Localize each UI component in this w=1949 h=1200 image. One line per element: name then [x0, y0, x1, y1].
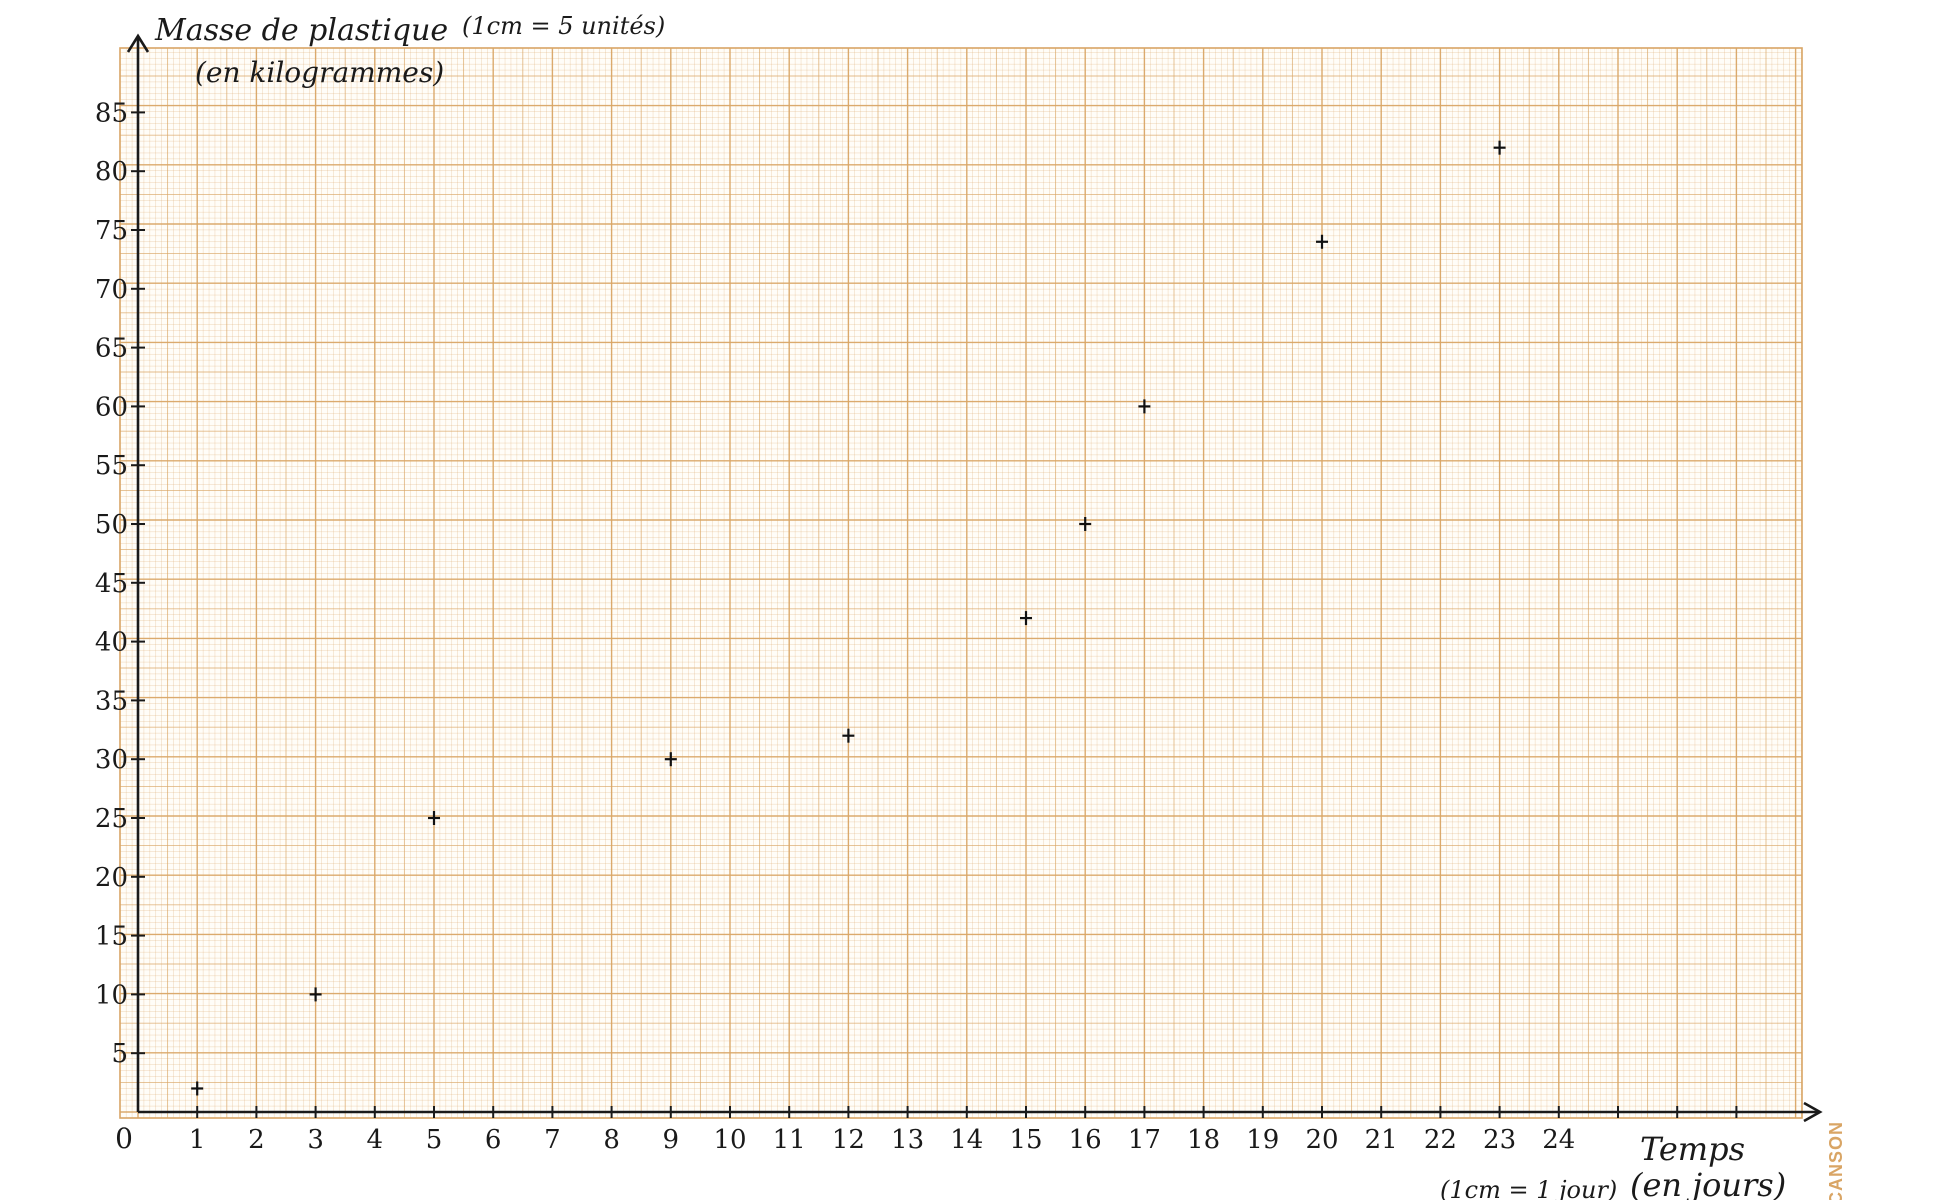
x-tick-label: 10: [713, 1125, 746, 1155]
x-axis-arrow: [1803, 1101, 1823, 1123]
y-tick-label: 10: [95, 980, 128, 1010]
x-tick-label: 14: [950, 1125, 983, 1155]
y-tick-label: 80: [95, 157, 128, 187]
x-axis-scale-note: (1cm = 1 jour): [1440, 1176, 1617, 1200]
y-tick-label: 70: [95, 275, 128, 305]
paper-brand-logo: CANSON: [1826, 1121, 1846, 1200]
x-tick-label: 9: [663, 1125, 680, 1155]
y-axis-title-line2: (en kilogrammes): [195, 56, 444, 89]
data-point: [1079, 517, 1092, 531]
graph-paper-border: [119, 47, 1803, 1119]
y-tick-label: 15: [95, 922, 128, 952]
x-axis-title: Temps: [1640, 1130, 1745, 1168]
x-tick-label: 23: [1483, 1125, 1516, 1155]
x-tick-label: 6: [485, 1125, 502, 1155]
data-point: [309, 987, 322, 1002]
graph-paper-grid: [119, 47, 1803, 1119]
x-tick-label: 18: [1187, 1125, 1220, 1155]
y-tick-label: 85: [95, 98, 128, 128]
x-tick-label: 24: [1542, 1125, 1575, 1155]
x-tick-label: 22: [1424, 1125, 1457, 1155]
x-tick-label: 1: [189, 1125, 206, 1155]
x-tick-label: 2: [248, 1125, 265, 1155]
y-tick-label: 55: [95, 451, 128, 481]
data-points: [191, 140, 1506, 1096]
data-point: [842, 728, 855, 743]
axes: [126, 33, 1823, 1123]
y-tick-label: 45: [95, 569, 128, 599]
x-tick-label: 12: [832, 1125, 865, 1155]
x-tick-label: 21: [1365, 1125, 1398, 1155]
tick-labels: 1 2 3 4 5 6 7 8 9 10 11 12 13 14 15 16 17 18 19 20 21 22 23 245…: [95, 98, 1738, 1155]
data-point: [1493, 140, 1506, 155]
x-tick-label: 17: [1128, 1125, 1161, 1155]
data-point: [191, 1081, 204, 1096]
y-tick-label: 40: [95, 628, 128, 658]
data-point: [1316, 234, 1328, 249]
y-tick-label: 60: [95, 392, 128, 422]
x-tick-label: 7: [544, 1125, 561, 1155]
y-axis-title-line1: Masse de plastique: [154, 13, 448, 48]
y-tick-label: 25: [95, 804, 128, 834]
data-point: [1138, 399, 1151, 414]
x-tick-label: 20: [1305, 1125, 1338, 1155]
data-point: [664, 752, 677, 767]
y-tick-label: 30: [95, 745, 128, 775]
data-point: [428, 811, 440, 825]
origin-label: 0: [115, 1122, 133, 1155]
x-axis-unit: (en jours): [1630, 1166, 1786, 1200]
x-tick-label: 4: [367, 1125, 384, 1155]
x-tick-label: 13: [891, 1125, 924, 1155]
y-axis-scale-note: (1cm = 5 unités): [462, 12, 665, 40]
x-tick-label: 15: [1009, 1125, 1042, 1155]
y-tick-label: 5: [111, 1039, 128, 1069]
x-tick-label: 11: [773, 1125, 806, 1155]
y-tick-label: 65: [95, 334, 128, 364]
y-tick-label: 20: [95, 863, 128, 893]
x-tick-label: 5: [426, 1125, 443, 1155]
x-tick-label: 8: [603, 1125, 620, 1155]
y-axis-arrow: [126, 33, 150, 53]
y-tick-label: 50: [95, 510, 128, 540]
data-point: [1020, 611, 1032, 626]
x-tick-label: 16: [1069, 1125, 1102, 1155]
x-tick-label: 3: [307, 1125, 324, 1155]
y-tick-label: 75: [95, 216, 128, 246]
x-tick-label: 19: [1246, 1125, 1279, 1155]
y-tick-label: 35: [95, 686, 128, 716]
